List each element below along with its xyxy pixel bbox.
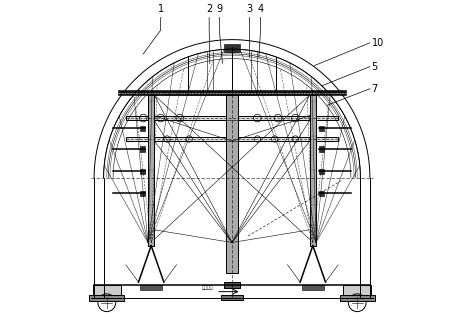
Bar <box>140 191 144 196</box>
Bar <box>319 126 323 131</box>
Bar <box>339 295 374 301</box>
Text: 7: 7 <box>371 84 377 94</box>
Bar <box>140 146 144 152</box>
Bar <box>125 137 338 141</box>
Bar <box>92 285 121 300</box>
Bar <box>220 295 243 300</box>
Bar <box>125 116 338 120</box>
Bar <box>118 90 345 95</box>
Bar <box>89 295 124 301</box>
Text: 4: 4 <box>257 4 263 14</box>
Bar <box>140 169 144 174</box>
Bar <box>148 95 154 246</box>
Text: 2: 2 <box>206 4 212 14</box>
Bar <box>140 285 162 290</box>
Text: 9: 9 <box>216 4 222 14</box>
Bar <box>140 126 144 131</box>
Text: 10: 10 <box>371 38 383 48</box>
Bar <box>309 95 315 246</box>
Bar <box>342 285 371 300</box>
Bar <box>319 169 323 174</box>
Bar <box>224 282 239 288</box>
Text: 1: 1 <box>157 4 163 14</box>
Bar <box>319 146 323 152</box>
Text: 3: 3 <box>246 4 252 14</box>
Text: 进洞方向: 进洞方向 <box>201 285 213 290</box>
Bar <box>226 116 237 120</box>
Bar <box>319 191 323 196</box>
Bar <box>224 44 239 52</box>
Text: 5: 5 <box>371 61 377 72</box>
Bar <box>301 285 323 290</box>
Bar <box>226 95 237 273</box>
